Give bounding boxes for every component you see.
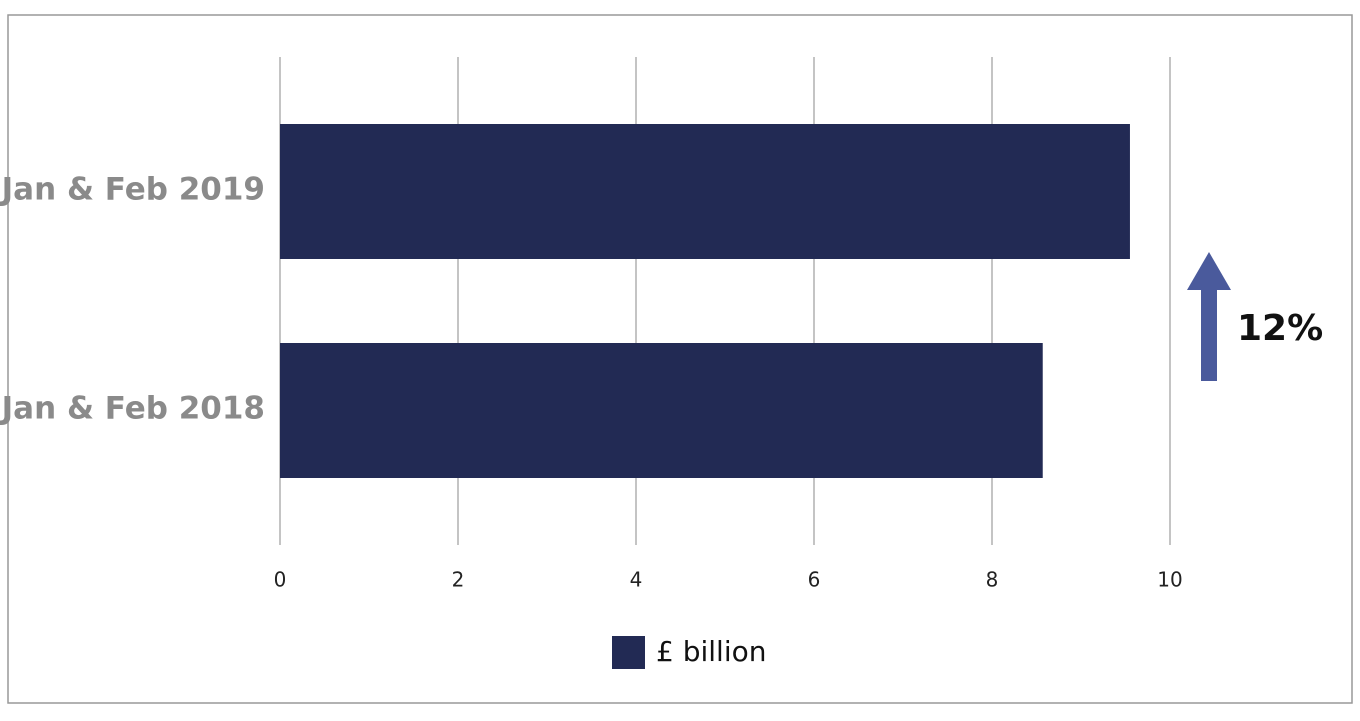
bar: [280, 343, 1043, 478]
x-tick-label: 2: [452, 568, 465, 592]
arrow-head: [1187, 252, 1231, 290]
legend-label: £ billion: [656, 635, 766, 668]
x-tick-label: 10: [1157, 568, 1182, 592]
annotation: 12%: [1237, 308, 1323, 349]
legend-swatch: [612, 636, 645, 669]
x-tick-label: 8: [986, 568, 999, 592]
y-tick-label: Jan & Feb 2018: [0, 391, 265, 427]
x-tick-label: 4: [630, 568, 643, 592]
bar: [280, 124, 1130, 259]
x-tick-label: 0: [274, 568, 287, 592]
x-tick-label: 6: [808, 568, 821, 592]
y-tick-label: Jan & Feb 2019: [0, 172, 265, 208]
